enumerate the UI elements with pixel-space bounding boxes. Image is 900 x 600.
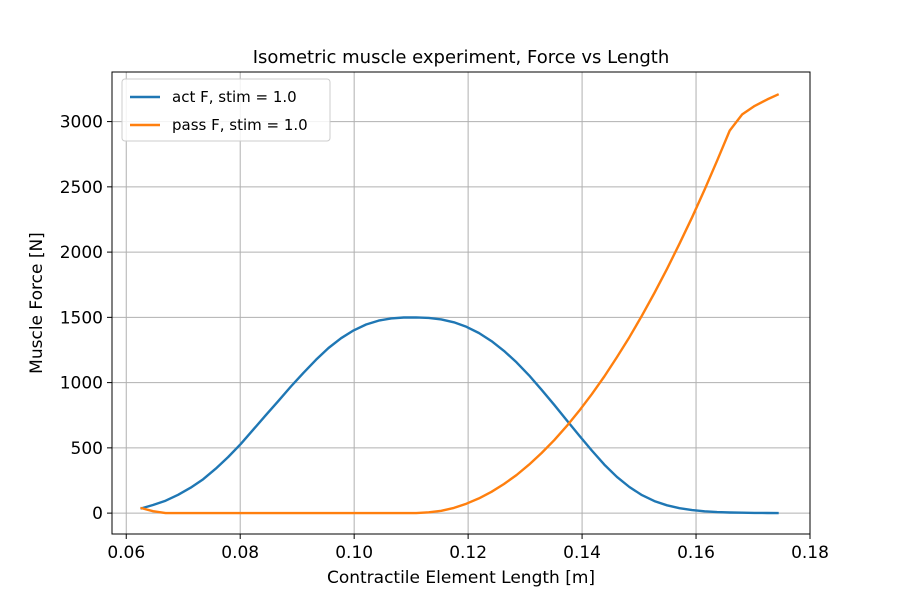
series-line-1 bbox=[140, 316, 779, 515]
y-tick-label: 1500 bbox=[60, 308, 103, 328]
x-axis-label: Contractile Element Length [m] bbox=[327, 568, 595, 588]
x-tick-label: 0.16 bbox=[677, 543, 715, 563]
legend-box bbox=[121, 78, 331, 142]
y-tick-label: 500 bbox=[71, 439, 103, 459]
chart-title: Isometric muscle experiment, Force vs Le… bbox=[253, 47, 670, 68]
x-tick-label: 0.14 bbox=[563, 543, 601, 563]
legend-label: act F, stim = 1.0 bbox=[172, 88, 297, 106]
series-layer bbox=[140, 93, 780, 515]
legend-label: pass F, stim = 1.0 bbox=[172, 116, 308, 134]
y-axis-label: Muscle Force [N] bbox=[27, 232, 47, 374]
series-line-2 bbox=[140, 93, 780, 515]
x-tick-label: 0.10 bbox=[335, 543, 373, 563]
grid bbox=[112, 72, 811, 534]
x-tick-label: 0.06 bbox=[107, 543, 145, 563]
y-tick-label: 3000 bbox=[60, 113, 103, 133]
x-axis: 0.06 0.08 0.10 0.12 0.14 0.16 0.18 bbox=[107, 534, 829, 563]
x-tick-label: 0.08 bbox=[221, 543, 259, 563]
y-tick-label: 2500 bbox=[60, 178, 103, 198]
y-axis: 0 500 1000 1500 2000 2500 3000 bbox=[60, 113, 112, 524]
y-tick-label: 2000 bbox=[60, 243, 103, 263]
x-tick-label: 0.18 bbox=[791, 543, 829, 563]
y-tick-label: 1000 bbox=[60, 374, 103, 394]
x-tick-label: 0.12 bbox=[449, 543, 487, 563]
plot-frame bbox=[111, 71, 811, 535]
legend: act F, stim = 1.0 pass F, stim = 1.0 bbox=[121, 78, 331, 142]
y-tick-label: 0 bbox=[92, 504, 103, 524]
